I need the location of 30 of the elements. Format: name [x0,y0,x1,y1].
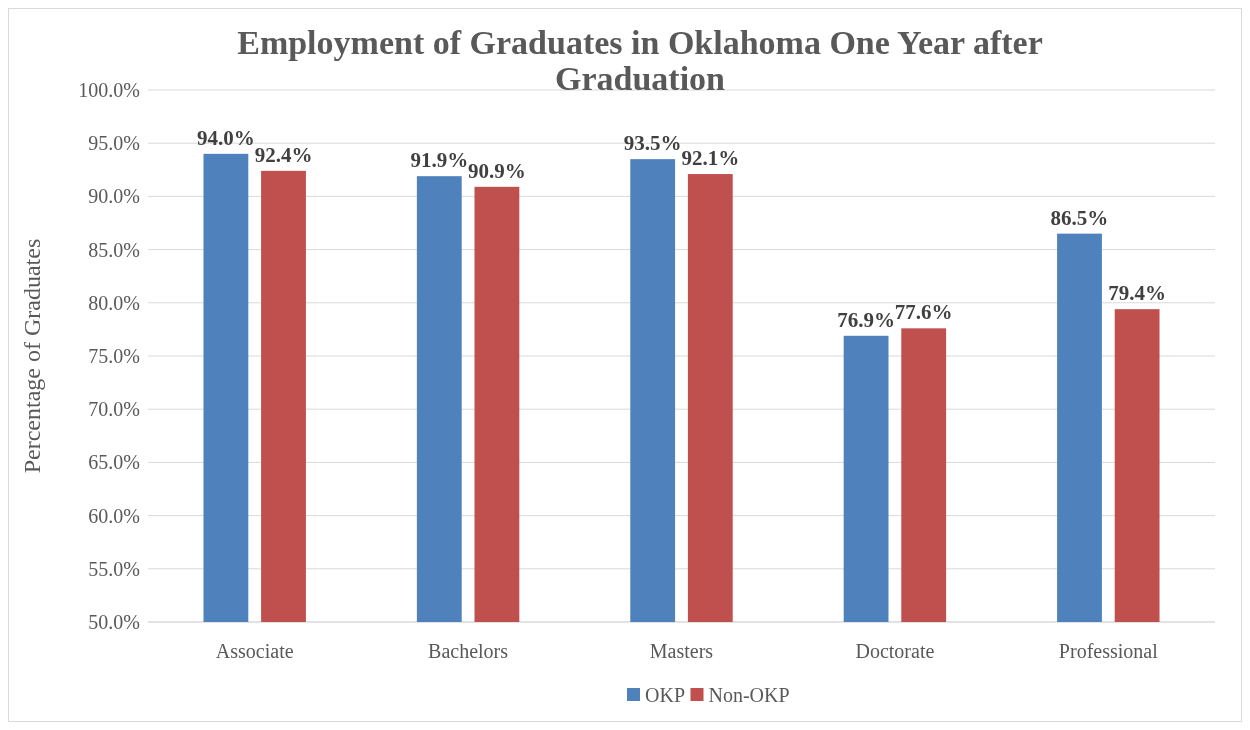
legend-label: Non-OKP [708,684,790,706]
y-tick-label: 80.0% [88,291,140,314]
chart-title: Employment of Graduates in Oklahoma One Year after Graduation [237,24,1043,97]
y-tick-label: 70.0% [88,398,140,421]
data-label: 90.9% [468,158,526,183]
x-tick-label: Masters [649,640,714,662]
data-label: 76.9% [837,307,895,332]
y-tick-label: 95.0% [88,132,140,155]
data-label: 93.5% [623,131,682,156]
y-tick-label: 65.0% [88,451,140,474]
data-label: 77.6% [894,300,953,325]
y-tick-label: 50.0% [88,611,140,633]
x-tick-label: Professional [1058,640,1159,662]
y-tick-label: 55.0% [88,557,140,580]
data-label: 79.4% [1108,281,1166,306]
data-label: 86.5% [1050,205,1109,230]
y-tick-label: 60.0% [88,504,140,527]
y-axis-title: Percentage of Graduates [19,238,45,474]
y-tick-label: 90.0% [88,185,140,208]
x-tick-label: Doctorate [855,640,935,662]
y-tick-label: 85.0% [88,238,140,261]
y-tick-label: 100.0% [78,79,140,101]
x-tick-label: Associate [215,640,294,662]
data-label: 92.1% [681,146,740,171]
x-tick-label: Bachelors [428,640,509,662]
legend-label: OKP [645,684,686,706]
y-tick-label: 75.0% [88,345,140,367]
data-label: 92.4% [254,142,313,167]
data-label: 94.0% [197,125,255,150]
data-label: 91.9% [410,148,469,173]
